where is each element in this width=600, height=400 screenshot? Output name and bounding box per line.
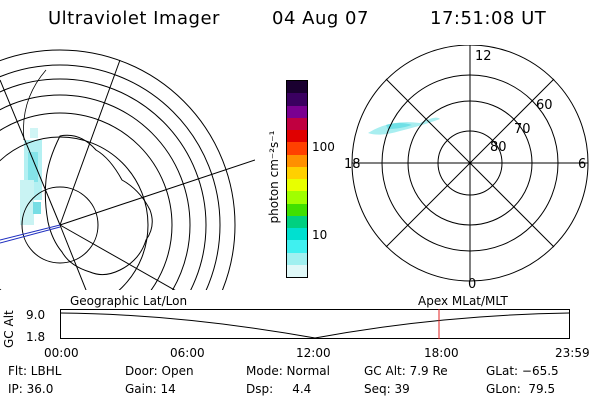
timeline-ytick-low: 1.8 bbox=[26, 330, 46, 344]
aurora-emission-right bbox=[368, 117, 440, 135]
colorbar-segment bbox=[287, 93, 307, 106]
gc-alt-info: GC Alt: 7.9 Re bbox=[364, 364, 448, 378]
colorbar-segment bbox=[287, 179, 307, 192]
lat-label-80: 80 bbox=[490, 140, 507, 155]
colorbar-segment bbox=[287, 228, 307, 241]
glon-info: GLon: 79.5 bbox=[486, 382, 556, 396]
glat-info: GLat: −65.5 bbox=[486, 364, 559, 378]
colorbar bbox=[286, 80, 308, 278]
colorbar-segment bbox=[287, 264, 307, 277]
lat-label-70: 70 bbox=[514, 122, 531, 137]
colorbar-segment bbox=[287, 81, 307, 94]
mlt-label-18: 18 bbox=[344, 157, 361, 172]
timeline-xtick-2: 12:00 bbox=[296, 346, 331, 360]
colorbar-segment bbox=[287, 191, 307, 204]
timeline-xtick-3: 18:00 bbox=[424, 346, 459, 360]
door-info: Door: Open bbox=[125, 364, 194, 378]
colorbar-tick-10: 10 bbox=[312, 228, 328, 242]
gc-alt-axis-label: GC Alt bbox=[2, 310, 16, 348]
colorbar-unit-label: photon cm⁻²s⁻¹ bbox=[267, 130, 281, 224]
timeline-xtick-0: 00:00 bbox=[44, 346, 79, 360]
colorbar-segment bbox=[287, 240, 307, 253]
colorbar-segment bbox=[287, 142, 307, 155]
gain-info: Gain: 14 bbox=[125, 382, 176, 396]
date-label: 04 Aug 07 bbox=[272, 8, 369, 29]
ip-info: IP: 36.0 bbox=[8, 382, 54, 396]
altitude-timeline bbox=[60, 309, 570, 339]
mlt-label-0: 0 bbox=[468, 277, 476, 290]
coastline bbox=[44, 134, 153, 276]
colorbar-tick-100: 100 bbox=[312, 140, 335, 154]
aurora-emission-left bbox=[20, 128, 42, 225]
seq-info: Seq: 39 bbox=[364, 382, 410, 396]
geographic-map bbox=[0, 49, 255, 290]
colorbar-segment bbox=[287, 252, 307, 265]
colorbar-segment bbox=[287, 130, 307, 143]
mode-info: Mode: Normal bbox=[246, 364, 330, 378]
geographic-caption: Geographic Lat/Lon bbox=[70, 294, 188, 308]
colorbar-segment bbox=[287, 203, 307, 216]
colorbar-segment bbox=[287, 215, 307, 228]
time-label: 17:51:08 UT bbox=[430, 8, 547, 29]
timeline-xtick-4: 23:59 bbox=[555, 346, 590, 360]
dsp-info: Dsp: 4.4 bbox=[246, 382, 312, 396]
colorbar-unit-wrap: photon cm⁻²s⁻¹ bbox=[262, 80, 282, 280]
colorbar-segment bbox=[287, 166, 307, 179]
mlt-label-12: 12 bbox=[475, 49, 492, 64]
polar-mlt-plot: 12 18 6 0 60 70 80 bbox=[344, 45, 589, 290]
lat-label-60: 60 bbox=[536, 98, 553, 113]
instrument-title: Ultraviolet Imager bbox=[48, 8, 220, 29]
filter-info: Flt: LBHL bbox=[8, 364, 62, 378]
mlt-label-6: 6 bbox=[578, 157, 586, 172]
timeline-xtick-1: 06:00 bbox=[170, 346, 205, 360]
colorbar-segment bbox=[287, 154, 307, 167]
timeline-ytick-high: 9.0 bbox=[26, 308, 46, 322]
colorbar-segment bbox=[287, 117, 307, 130]
apex-caption: Apex MLat/MLT bbox=[418, 294, 508, 308]
colorbar-segment bbox=[287, 105, 307, 118]
